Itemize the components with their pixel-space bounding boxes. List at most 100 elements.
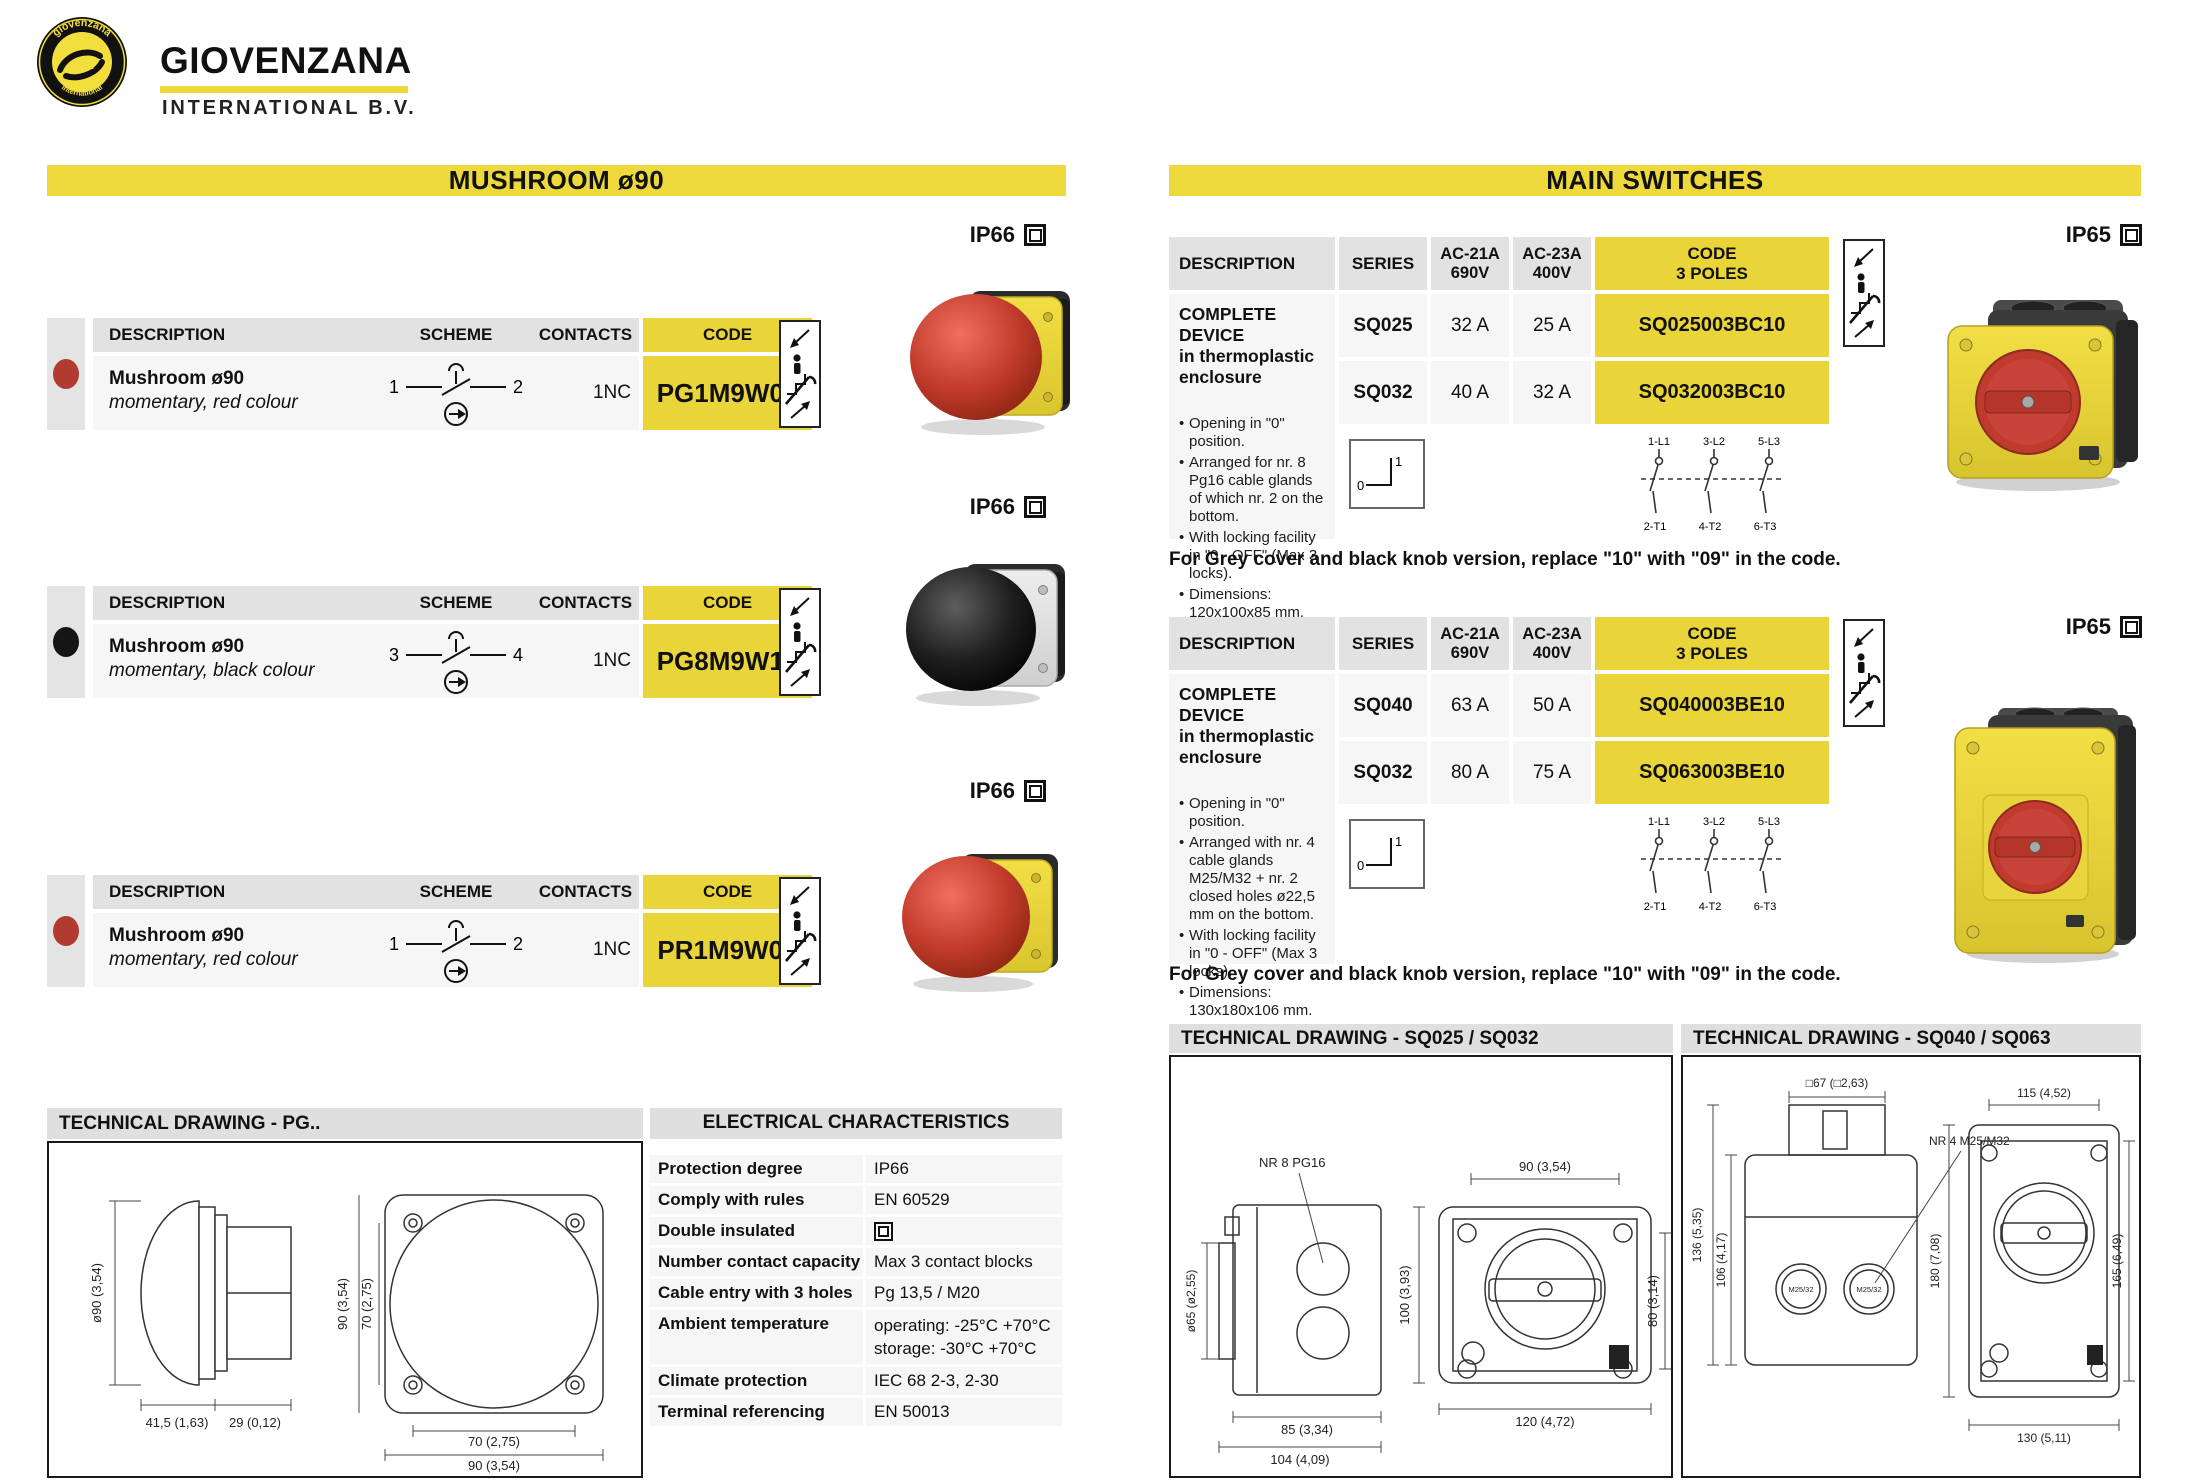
spec-value: Pg 13,5 / M20 — [866, 1279, 1062, 1307]
svg-text:1: 1 — [1395, 454, 1402, 469]
three-pole-contact-diagram: 1-L1 3-L2 5-L3 2-T1 4-T2 6-T3 — [1641, 436, 1781, 533]
main-switch-table-sq025-sq032: DESCRIPTION SERIES AC-21A 690V AC-23A 400V… — [1169, 237, 1829, 621]
product-table-pr1m9w01: DESCRIPTION SCHEME CONTACTS CODE Mushroo… — [47, 875, 820, 987]
logo-monogram: G.G. — [69, 58, 94, 72]
col-contacts: CONTACTS — [538, 593, 633, 612]
escalator-application-icon — [779, 877, 821, 985]
dim-label: 85 (3,34) — [1281, 1422, 1333, 1437]
col-code-3-poles: CODE 3 POLES — [1595, 237, 1829, 290]
device-description-cell: COMPLETE DEVICE in thermoplastic enclosu… — [1169, 294, 1335, 621]
double-insulated-icon — [1024, 496, 1046, 518]
grey-cover-note: For Grey cover and black knob version, r… — [1169, 549, 1841, 570]
col-contacts: CONTACTS — [538, 882, 633, 901]
switch-code: SQ040003BE10 — [1595, 674, 1829, 737]
feature-bullet: Opening in "0" position. — [1179, 795, 1325, 831]
col-description: DESCRIPTION — [109, 593, 226, 612]
svg-text:4-T2: 4-T2 — [1699, 901, 1722, 913]
device-description-cell: COMPLETE DEVICE in thermoplastic enclosu… — [1169, 674, 1335, 1019]
ip65-badge: IP65 — [2026, 614, 2142, 640]
ip66-label: IP66 — [969, 778, 1015, 803]
series-value: SQ040 — [1339, 674, 1427, 737]
svg-text:2-T1: 2-T1 — [1644, 521, 1667, 533]
product-variant: momentary, red colour — [109, 949, 298, 970]
dim-label: 130 (5,11) — [2017, 1431, 2071, 1445]
tech-drawing-sq040: □67 (□2,63) M25/32 M25/32 NR 4 M25/M32 1… — [1690, 1076, 2135, 1445]
col-description: DESCRIPTION — [109, 882, 226, 901]
col-ac21a: AC-21A 690V — [1431, 237, 1509, 290]
dim-label: ø65 (ø2,55) — [1184, 1270, 1198, 1333]
logo-title: GIOVENZANA — [160, 40, 412, 81]
svg-text:3-L2: 3-L2 — [1703, 816, 1725, 828]
feature-bullet: Arranged for nr. 8 Pg16 cable glands of … — [1179, 454, 1325, 526]
spec-label: Number contact capacity — [650, 1248, 863, 1276]
feature-bullet: Dimensions: 120x100x85 mm. — [1179, 586, 1325, 622]
dim-label: 70 (2,75) — [468, 1434, 520, 1449]
product-row: Mushroom ø90 momentary, black colour 3 4… — [93, 624, 639, 698]
three-pole-contact-diagram: 1-L1 3-L2 5-L3 2-T1 4-T2 6-T3 — [1641, 816, 1781, 913]
double-insulated-icon — [2120, 616, 2142, 638]
svg-text:3: 3 — [389, 645, 399, 665]
svg-text:2-T1: 2-T1 — [1644, 901, 1667, 913]
feature-bullet: With locking facility in "0 - OFF" (Max … — [1179, 529, 1325, 583]
dim-label: □67 (□2,63) — [1806, 1076, 1869, 1090]
svg-text:1-L1: 1-L1 — [1648, 816, 1670, 828]
logo-ring-bottom-text: international — [60, 83, 104, 98]
logo-hook-shape — [63, 59, 105, 81]
escalator-application-icon — [779, 588, 821, 696]
ac21-value: 40 A — [1431, 361, 1509, 424]
nc-contact-scheme: 1 2 — [389, 920, 523, 983]
spec-value: Max 3 contact blocks — [866, 1248, 1062, 1276]
spec-label: Protection degree — [650, 1155, 863, 1183]
dim-label: 80 (3,14) — [1645, 1275, 1660, 1327]
svg-text:4-T2: 4-T2 — [1699, 521, 1722, 533]
spec-value: EN 60529 — [866, 1186, 1062, 1214]
red-colour-dot — [53, 916, 79, 946]
electrical-characteristics: ELECTRICAL CHARACTERISTICS Protection de… — [650, 1108, 1062, 1438]
col-series: SERIES — [1339, 237, 1427, 290]
colour-indicator-cell — [47, 875, 85, 987]
ac23-value: 75 A — [1513, 741, 1591, 804]
dim-label: 106 (4,17) — [1714, 1233, 1728, 1288]
dim-label: 90 (3,54) — [468, 1458, 520, 1473]
colour-indicator-cell — [47, 318, 85, 430]
ac21-value: 80 A — [1431, 741, 1509, 804]
svg-text:0: 0 — [1357, 858, 1364, 873]
escalator-application-icon — [779, 320, 821, 428]
tech-drawing-pg-box: ø90 (3,54) 41,5 (1,63) 29 (0,12) — [47, 1141, 643, 1478]
col-ac23a: AC-23A 400V — [1513, 237, 1591, 290]
logo-hook-shape — [57, 49, 103, 73]
escalator-application-icon — [1843, 619, 1885, 727]
electrical-title: ELECTRICAL CHARACTERISTICS — [650, 1108, 1062, 1139]
col-contacts: CONTACTS — [538, 325, 633, 344]
spec-label: Climate protection — [650, 1367, 863, 1395]
tech-drawing-pg-title: TECHNICAL DRAWING - PG.. — [47, 1108, 643, 1139]
tech-drawing-sq025-title: TECHNICAL DRAWING - SQ025 / SQ032 — [1169, 1024, 1673, 1053]
product-table-pg8m9w10: DESCRIPTION SCHEME CONTACTS CODE Mushroo… — [47, 586, 820, 698]
spec-value: operating: -25°C +70°C storage: -30°C +7… — [866, 1310, 1062, 1364]
product-photo-red-mushroom — [910, 291, 1070, 435]
svg-text:1-L1: 1-L1 — [1648, 436, 1670, 448]
svg-text:0: 0 — [1357, 478, 1364, 493]
spec-label: Ambient temperature — [650, 1310, 863, 1364]
ip65-badge: IP65 — [2026, 222, 2142, 248]
ac23-value: 25 A — [1513, 294, 1591, 357]
product-row: Mushroom ø90 momentary, red colour 1 2 1… — [93, 913, 639, 987]
dim-label: 104 (4,09) — [1270, 1452, 1329, 1467]
ac21-value: 63 A — [1431, 674, 1509, 737]
svg-text:1: 1 — [389, 377, 399, 397]
hole-label: M25/32 — [1788, 1285, 1813, 1294]
black-colour-dot — [53, 627, 79, 657]
product-name: Mushroom ø90 — [109, 368, 245, 389]
grey-cover-note: For Grey cover and black knob version, r… — [1169, 964, 1841, 985]
product-table-pg1m9w01: DESCRIPTION SCHEME CONTACTS CODE Mushroo… — [47, 318, 820, 430]
spec-value: IEC 68 2-3, 2-30 — [866, 1367, 1062, 1395]
tech-drawing-sq040-title: TECHNICAL DRAWING - SQ040 / SQ063 — [1681, 1024, 2141, 1053]
col-code-3-poles: CODE 3 POLES — [1595, 617, 1829, 670]
ac23-value: 50 A — [1513, 674, 1591, 737]
svg-text:6-T3: 6-T3 — [1754, 521, 1777, 533]
svg-text:1: 1 — [389, 934, 399, 954]
switch-position-diagram: 1 0 — [1349, 819, 1425, 889]
col-description: DESCRIPTION — [1169, 237, 1335, 290]
product-row: Mushroom ø90 momentary, red colour 1 2 1… — [93, 356, 639, 430]
double-insulated-icon — [2120, 224, 2142, 246]
